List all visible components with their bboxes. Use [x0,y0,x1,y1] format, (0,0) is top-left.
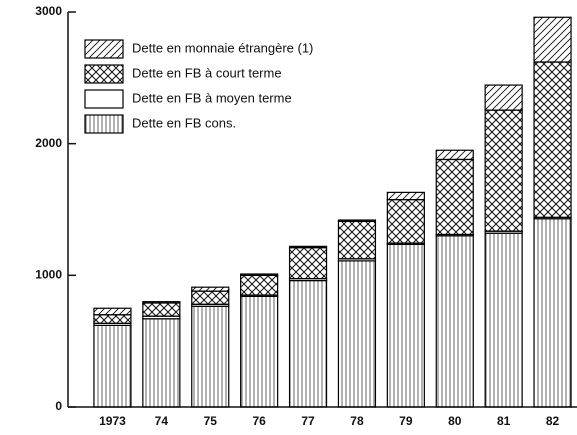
x-tick-label: 77 [301,414,315,428]
bar-segment [484,109,523,232]
bar-segment [191,290,230,305]
bar-segment [337,219,377,222]
x-tick-label: 82 [546,414,560,428]
bar-segment [435,158,474,236]
bar-segment [142,302,181,317]
bar-segment [240,273,279,276]
x-tick-label: 1973 [99,414,126,428]
bar-segment [240,295,279,408]
x-tick-label: 76 [252,414,266,428]
x-tick-label: 78 [350,414,364,428]
bar-segment [191,305,230,408]
x-tick-label: 74 [155,414,169,428]
bar-segment [288,245,328,249]
y-tick-label: 0 [55,399,62,413]
y-tick-label: 1000 [35,268,62,282]
legend-label: Dette en FB cons. [132,115,236,130]
legend-swatch [84,39,124,59]
legend-label: Dette en monnaie étrangère (1) [132,40,313,55]
legend-swatch [84,64,124,84]
bar-segment [484,232,523,408]
bar-segment [435,149,474,161]
bar-segment [386,243,425,408]
legend-swatch [84,114,124,134]
y-tick-label: 2000 [35,136,62,150]
bar-segment [288,247,328,280]
bar-segment [337,260,377,408]
bar-segment [533,16,572,63]
bar-segment [142,301,181,304]
bar-segment [533,218,572,408]
bar-segment [240,274,279,296]
bar-segment [142,318,181,408]
bar-segment [93,324,132,408]
x-tick-label: 79 [399,414,413,428]
bar-segment [386,191,425,201]
x-tick-label: 81 [497,414,511,428]
bar-segment [435,235,474,408]
x-tick-label: 75 [204,414,218,428]
bar-segment [191,286,230,292]
bar-segment [337,220,377,260]
legend-label: Dette en FB à moyen terme [132,90,292,105]
y-tick-label: 3000 [35,4,62,18]
bar-segment [93,314,132,324]
bar-segment [288,280,328,408]
legend-swatch [84,89,124,109]
legend-label: Dette en FB à court terme [132,65,282,80]
bar-segment [484,84,523,111]
bar-segment [386,199,425,244]
bar-segment [533,61,572,219]
x-tick-label: 80 [448,414,462,428]
bar-segment [93,307,132,316]
